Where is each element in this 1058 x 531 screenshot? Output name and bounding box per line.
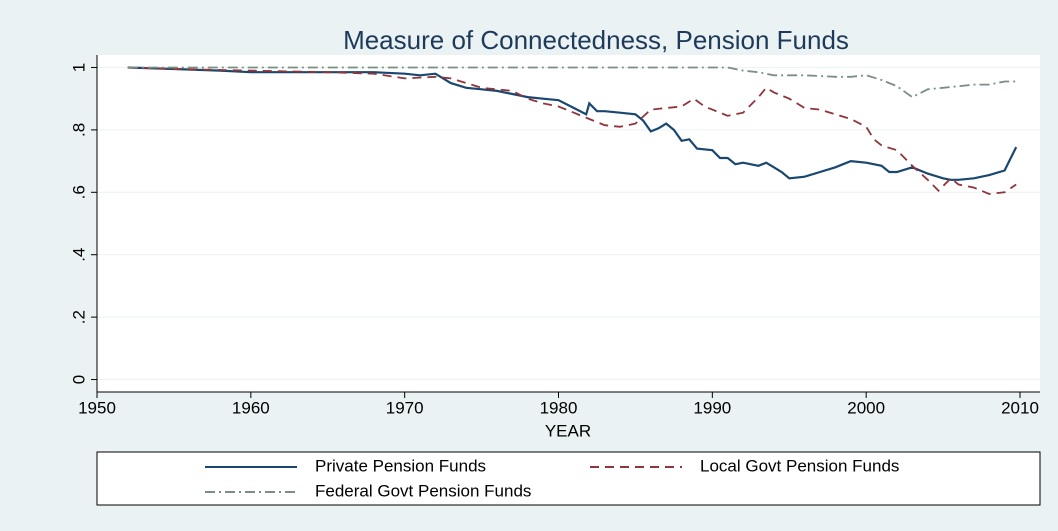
legend <box>96 451 1041 506</box>
x-tick-label: 1950 <box>78 398 116 417</box>
series-line <box>127 66 1017 195</box>
x-axis-label: YEAR <box>545 421 591 440</box>
y-tick-label: 1 <box>69 63 88 72</box>
x-tick-label: 1990 <box>693 398 731 417</box>
x-tick-label: 1980 <box>540 398 578 417</box>
y-tick-label: .6 <box>69 185 88 199</box>
y-tick-label: 0 <box>69 375 88 384</box>
series-line <box>127 66 1017 99</box>
y-tick-label: .8 <box>69 123 88 137</box>
legend-label: Federal Govt Pension Funds <box>315 481 531 500</box>
legend-label: Local Govt Pension Funds <box>700 456 899 475</box>
y-tick-label: .2 <box>69 310 88 324</box>
x-tick-label: 2010 <box>1001 398 1039 417</box>
plot-area <box>97 55 1040 392</box>
x-tick-label: 1960 <box>232 398 270 417</box>
x-tick-label: 2000 <box>847 398 885 417</box>
legend-label: Private Pension Funds <box>315 456 486 475</box>
x-tick-label: 1970 <box>386 398 424 417</box>
series-line <box>127 66 1018 181</box>
y-tick-label: .4 <box>69 248 88 262</box>
chart-title: Measure of Connectedness, Pension Funds <box>343 25 849 55</box>
